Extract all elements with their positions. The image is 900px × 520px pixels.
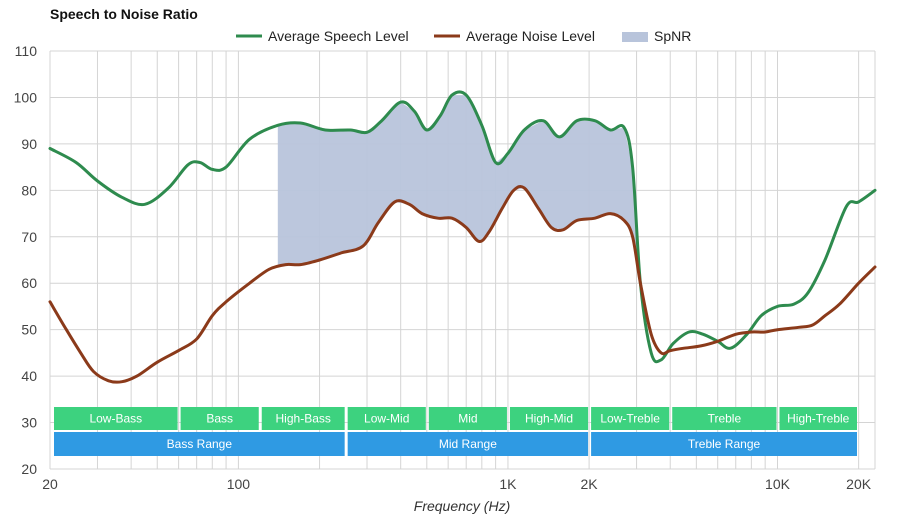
y-tick-label: 80 [21,182,37,198]
x-axis-label: Frequency (Hz) [414,498,510,514]
series-line-speech [48,90,877,364]
series-line-noise [48,184,877,384]
legend: Average Speech Level Average Noise Level… [236,28,691,44]
y-tick-label: 50 [21,322,37,338]
spnr-area [277,95,646,319]
y-tick-label: 20 [21,461,37,477]
band-low-treble [591,407,670,430]
band-label-low-bass: Low-Bass [89,412,142,426]
band-label-high-mid: High-Mid [525,412,573,426]
band-label-mid-range: Mid Range [439,437,497,451]
band-label-low-mid: Low-Mid [364,412,409,426]
x-tick-label: 20K [846,476,872,492]
x-tick-label: 1K [499,476,517,492]
legend-swatch-spnr [622,32,648,42]
y-tick-label: 40 [21,368,37,384]
legend-label-speech: Average Speech Level [268,28,409,44]
band-high-bass [261,407,345,430]
band-low-bass [54,407,178,430]
band-label-high-treble: High-Treble [787,412,850,426]
spnr-fill [277,95,646,319]
y-axis-ticks: 20 30 40 50 60 70 80 90 100 110 [14,43,38,477]
y-tick-label: 70 [21,229,37,245]
band-label-bass-range: Bass Range [167,437,233,451]
band-bass [180,407,259,430]
band-treble [672,407,777,430]
band-low-mid [347,407,426,430]
frequency-bands: Low-Bass Bass High-Bass Low-Mid Mid High-Mid L… [54,407,857,456]
band-label-treble: Treble [708,412,742,426]
x-tick-label: 10K [765,476,791,492]
x-axis-ticks: 20 100 1K 2K 10K 20K [42,476,872,492]
band-mid [428,407,507,430]
y-tick-label: 100 [14,89,38,105]
band-label-treble-range: Treble Range [688,437,761,451]
band-label-low-treble: Low-Treble [600,412,660,426]
band-bass-range [54,432,345,456]
band-label-bass: Bass [206,412,233,426]
grid [49,50,876,470]
y-tick-label: 110 [15,43,38,59]
x-tick-label: 20 [42,476,58,492]
legend-label-noise: Average Noise Level [466,28,595,44]
y-tick-label: 60 [21,275,37,291]
band-high-mid [509,407,589,430]
band-high-treble [779,407,857,430]
y-tick-label: 90 [21,136,37,152]
legend-label-spnr: SpNR [654,28,691,44]
band-treble-range [591,432,857,456]
y-tick-label: 30 [21,415,37,431]
band-label-high-bass: High-Bass [276,412,331,426]
chart-title: Speech to Noise Ratio [50,6,198,22]
band-label-mid: Mid [458,412,477,426]
band-mid-range [347,432,589,456]
x-tick-label: 2K [581,476,599,492]
x-tick-label: 100 [227,476,251,492]
series-lines [48,90,877,384]
